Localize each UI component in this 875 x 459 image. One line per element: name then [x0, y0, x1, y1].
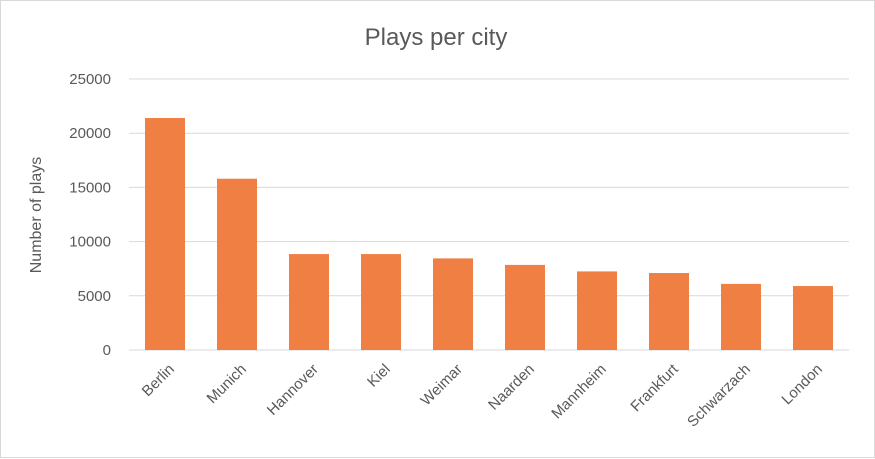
- x-tick-label: Mannheim: [548, 361, 610, 423]
- bar-naarden: [505, 264, 545, 350]
- y-tick-label: 15000: [69, 179, 111, 196]
- y-axis-ticks: 0 5000 10000 15000 20000 25000: [69, 71, 111, 359]
- bars: [145, 118, 833, 350]
- x-tick-label: London: [778, 361, 825, 408]
- bar-frankfurt: [649, 273, 689, 350]
- x-axis-ticks: Berlin Munich Hannover Kiel Weimar Naarden Man…: [139, 360, 826, 430]
- y-tick-label: 25000: [69, 71, 111, 88]
- x-tick-label: Naarden: [485, 361, 538, 414]
- y-tick-label: 5000: [78, 288, 111, 305]
- y-tick-label: 20000: [69, 125, 111, 142]
- y-tick-label: 0: [103, 342, 111, 359]
- x-tick-label: Schwarzach: [684, 361, 754, 431]
- bar-london: [793, 286, 833, 350]
- bar-hannover: [289, 254, 329, 350]
- bar-kiel: [361, 254, 401, 350]
- bar-munich: [217, 178, 257, 350]
- x-tick-label: Hannover: [264, 361, 322, 419]
- y-axis-label: Number of plays: [28, 157, 45, 274]
- chart-title: Plays per city: [365, 24, 508, 51]
- bar-schwarzach: [721, 283, 761, 350]
- x-tick-label: Munich: [204, 361, 250, 407]
- x-tick-label: Berlin: [139, 361, 178, 400]
- x-tick-label: Frankfurt: [627, 360, 682, 415]
- x-tick-label: Kiel: [364, 361, 394, 391]
- bar-mannheim: [577, 271, 617, 350]
- x-tick-label: Weimar: [417, 361, 465, 409]
- y-tick-label: 10000: [69, 234, 111, 251]
- bar-weimar: [433, 258, 473, 350]
- bar-berlin: [145, 118, 185, 350]
